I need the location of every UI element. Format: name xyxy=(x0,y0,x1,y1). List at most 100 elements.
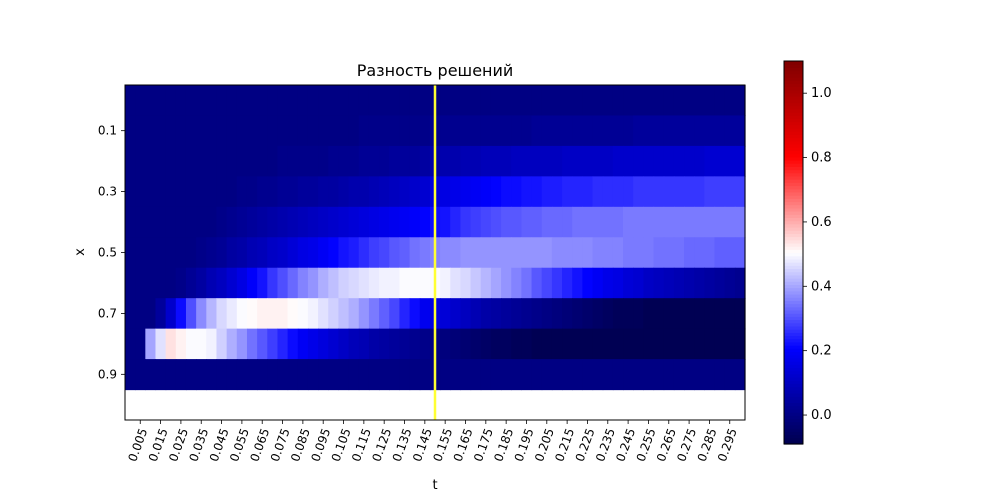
heatmap-cell xyxy=(368,298,380,330)
heatmap-cell xyxy=(419,267,431,299)
heatmap-cell xyxy=(551,85,563,117)
heatmap-cell xyxy=(125,206,136,238)
colorbar-segment xyxy=(784,434,803,439)
heatmap-cell xyxy=(684,206,695,238)
heatmap-cell xyxy=(694,298,705,330)
colorbar-tick-label: 0.0 xyxy=(811,408,832,423)
heatmap-cell xyxy=(521,206,533,238)
heatmap-cell xyxy=(348,85,360,117)
heatmap-cell xyxy=(623,298,634,330)
heatmap-cell xyxy=(135,85,146,117)
heatmap-cell xyxy=(582,176,594,208)
heatmap-cell xyxy=(450,145,462,177)
heatmap-cell xyxy=(368,359,380,391)
heatmap-cell xyxy=(643,176,655,208)
heatmap-cell xyxy=(724,359,736,391)
heatmap-cell xyxy=(673,359,685,391)
heatmap-cell xyxy=(501,298,512,330)
colorbar-segment xyxy=(784,185,803,190)
heatmap-cell xyxy=(704,328,716,360)
heatmap-cell xyxy=(277,267,289,299)
heatmap-cell xyxy=(419,359,431,391)
heatmap-cell xyxy=(673,267,685,299)
heatmap-cell xyxy=(531,328,543,360)
heatmap-cell xyxy=(379,176,390,208)
heatmap-cell xyxy=(602,237,614,269)
heatmap-cell xyxy=(562,85,573,117)
chart-title: Разность решений xyxy=(357,61,514,80)
heatmap-cell xyxy=(185,115,197,147)
heatmap-cell xyxy=(531,206,543,238)
heatmap-cell xyxy=(196,267,207,299)
colorbar-segment xyxy=(784,386,803,391)
heatmap-cell xyxy=(196,328,207,360)
heatmap-cell xyxy=(318,145,329,177)
heatmap-cell xyxy=(145,115,157,147)
heatmap-cell xyxy=(165,145,177,177)
heatmap-cell xyxy=(480,298,492,330)
heatmap-cell xyxy=(724,267,736,299)
heatmap-cell xyxy=(501,85,512,117)
heatmap-cell xyxy=(206,206,218,238)
heatmap-cell xyxy=(399,298,411,330)
heatmap-cell xyxy=(521,145,533,177)
heatmap-cell xyxy=(633,145,644,177)
heatmap-cell xyxy=(612,298,624,330)
heatmap-cell xyxy=(175,267,187,299)
heatmap-cell xyxy=(338,115,350,147)
heatmap-cell xyxy=(338,298,350,330)
heatmap-cell xyxy=(135,359,146,391)
heatmap-cell xyxy=(440,145,451,177)
heatmap-cell xyxy=(246,115,258,147)
heatmap-cell xyxy=(684,237,695,269)
heatmap-cell xyxy=(734,206,746,238)
heatmap-cell xyxy=(673,115,685,147)
heatmap-cell xyxy=(724,206,736,238)
heatmap-cell xyxy=(470,237,482,269)
heatmap-cell xyxy=(348,145,360,177)
colorbar-segment xyxy=(784,287,803,292)
heatmap-cell xyxy=(592,298,604,330)
heatmap-cell xyxy=(389,237,401,269)
heatmap-cell xyxy=(389,267,401,299)
colorbar-segment xyxy=(784,147,803,151)
heatmap-cell xyxy=(226,145,238,177)
heatmap-cell xyxy=(673,298,685,330)
heatmap-cell xyxy=(633,237,644,269)
heatmap-cell xyxy=(694,267,705,299)
heatmap-cell xyxy=(297,298,309,330)
heatmap-cell xyxy=(551,267,563,299)
heatmap-cell xyxy=(368,85,380,117)
heatmap-cell xyxy=(419,328,431,360)
colorbar-segment xyxy=(784,89,803,94)
heatmap-cell xyxy=(490,359,502,391)
heatmap-cell xyxy=(125,85,136,117)
heatmap-cell xyxy=(348,206,360,238)
heatmap-cell xyxy=(328,145,340,177)
heatmap-cell xyxy=(673,145,685,177)
heatmap-cell xyxy=(257,237,268,269)
heatmap-cell xyxy=(511,267,522,299)
heatmap-cell xyxy=(592,176,604,208)
colorbar-segment xyxy=(784,143,803,148)
heatmap-cell xyxy=(724,176,736,208)
heatmap-cell xyxy=(501,359,512,391)
heatmap-cell xyxy=(623,359,634,391)
heatmap-cell xyxy=(185,176,197,208)
heatmap-cell xyxy=(490,298,502,330)
heatmap-cell xyxy=(440,359,451,391)
heatmap-cell xyxy=(226,267,238,299)
heatmap-cell xyxy=(307,359,319,391)
heatmap-cell xyxy=(541,298,553,330)
colorbar-segment xyxy=(784,268,803,273)
heatmap-cell xyxy=(379,206,390,238)
heatmap-cell xyxy=(450,267,462,299)
heatmap-cell xyxy=(125,267,136,299)
heatmap-cell xyxy=(236,206,248,238)
heatmap-cell xyxy=(633,298,644,330)
heatmap-cell xyxy=(480,145,492,177)
heatmap-cell xyxy=(531,145,543,177)
heatmap-cell xyxy=(236,176,248,208)
colorbar-segment xyxy=(784,86,803,91)
heatmap-cell xyxy=(277,115,289,147)
